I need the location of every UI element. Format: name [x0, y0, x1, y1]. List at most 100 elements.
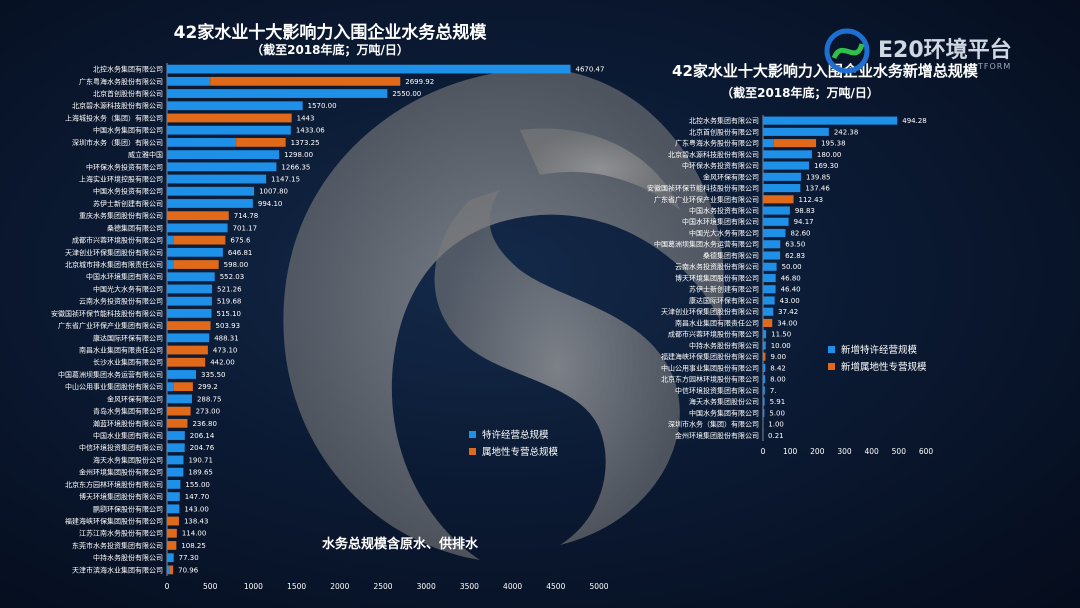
chart2-category-label: 中山公用事业集团股份有限公司	[661, 363, 759, 372]
chart1-bar-concession	[167, 308, 212, 318]
chart1-category-label: 东莞市水务投资集团有限公司	[72, 541, 163, 550]
chart1-legend-entry: 属地性专营总规模	[482, 446, 559, 458]
chart1-legend-entry: 特许经营总规模	[482, 429, 549, 441]
chart2-category-label: 成都市兴蓉环境股份有限公司	[668, 330, 759, 339]
chart1-category-label: 中国水业集团有限公司	[93, 431, 163, 440]
chart1-bar-local	[167, 418, 188, 428]
chart1-x-tick-label: 1500	[287, 582, 306, 591]
chart1-value-label: 2699.92	[405, 78, 434, 86]
chart2-bar-concession	[763, 228, 786, 238]
chart2-bar-concession	[763, 307, 774, 316]
chart2-value-label: 112.43	[799, 196, 824, 204]
chart1-bar-concession	[167, 370, 196, 379]
chart2-category-label: 北京东方园林环境股份有限公司	[661, 375, 759, 384]
chart1-value-label: 515.10	[217, 310, 242, 318]
chart1-bar-local	[236, 137, 286, 147]
chart1-bar-local	[167, 541, 177, 550]
chart1-category-label: 中持水务股份有限公司	[93, 553, 163, 562]
chart2-bar-concession	[763, 251, 781, 260]
chart1-category-label: 瀚蓝环境股份有限公司	[93, 419, 163, 428]
chart2-category-label: 南昌水业集团有限责任公司	[675, 318, 759, 327]
chart2-x-tick-label: 300	[837, 447, 852, 456]
chart1-category-label: 北京首创股份有限公司	[93, 89, 163, 98]
chart1-category-label: 广东粤海水务股份有限公司	[79, 77, 163, 86]
chart2-value-label: 10.00	[771, 342, 791, 350]
chart1-bar-concession	[167, 431, 185, 440]
chart1-category-label: 长沙水业集团有限公司	[93, 358, 163, 367]
chart1-bar-concession	[167, 162, 277, 172]
chart1-bar-local	[173, 235, 226, 245]
chart1-category-label: 青岛水务集团有限公司	[93, 407, 163, 416]
chart2-value-label: 98.83	[795, 207, 815, 215]
chart1-value-label: 646.81	[228, 249, 253, 257]
chart1-category-label: 中国光大水务有限公司	[93, 284, 163, 293]
chart1-value-label: 1570.00	[308, 102, 337, 110]
chart1-bar-concession	[167, 504, 180, 514]
chart2-bar-concession	[763, 363, 766, 372]
chart2-category-label: 苏伊士新创建有限公司	[689, 285, 759, 294]
chart2-category-label: 安徽国祯环保节能科技股份有限公司	[647, 184, 759, 193]
chart1-category-label: 博天环境集团股份有限公司	[79, 492, 163, 501]
chart2-bar-local	[773, 139, 817, 148]
chart2-bar-concession	[763, 285, 776, 294]
chart1-value-label: 2550.00	[392, 90, 421, 98]
chart1-x-tick-label: 500	[203, 582, 218, 591]
chart1-category-label: 北京城市排水集团有限责任公司	[65, 260, 163, 269]
chart1-bar-concession	[167, 247, 223, 257]
chart1-bar-concession	[167, 125, 291, 135]
chart1-category-label: 中环保水务投资有限公司	[86, 162, 163, 171]
chart1-category-label: 安徽国祯环保节能科技股份有限公司	[51, 309, 163, 318]
chart1-value-label: 189.65	[188, 469, 213, 477]
chart2-category-label: 金州环境集团股份有限公司	[675, 431, 759, 440]
chart1-x-tick-label: 2000	[330, 582, 349, 591]
chart2-value-label: 5.91	[770, 398, 786, 406]
chart2-category-label: 海天水务集团股份公司	[689, 397, 759, 406]
chart1-value-label: 473.10	[213, 346, 238, 354]
chart1-value-label: 701.17	[233, 224, 258, 232]
chart2-bar-local	[763, 195, 794, 204]
chart1-bar-concession	[167, 553, 174, 563]
chart2-category-label: 北京碧水源科技股份有限公司	[668, 150, 759, 159]
chart1-value-label: 143.00	[184, 505, 209, 513]
chart1-value-label: 288.75	[197, 395, 222, 403]
chart1-value-label: 206.14	[190, 432, 215, 440]
chart1-subtitle: （截至2018年底；万吨/日）	[251, 43, 409, 57]
chart2-bar-concession	[763, 240, 781, 249]
chart2-legend-swatch	[828, 363, 835, 370]
chart1-bar-local	[169, 565, 174, 575]
chart1-x-tick-label: 4000	[503, 582, 522, 591]
chart2-bar-concession	[763, 375, 766, 384]
chart1-category-label: 北控水务集团有限公司	[93, 65, 163, 74]
chart1-bar-concession	[167, 89, 388, 98]
chart1-x-tick-label: 0	[165, 582, 170, 591]
chart1-value-label: 77.30	[179, 554, 199, 562]
chart2-x-tick-label: 600	[919, 447, 934, 456]
chart1-category-label: 南昌水业集团有限责任公司	[79, 345, 163, 354]
chart2-category-label: 中国葛洲坝集团水务运营有限公司	[654, 240, 759, 249]
chart2-category-label: 博天环境集团股份有限公司	[675, 273, 759, 282]
chart2-bar-local	[763, 318, 773, 328]
chart1-value-label: 714.78	[234, 212, 259, 220]
chart2-value-label: 139.85	[806, 173, 831, 181]
chart2-bar-concession	[763, 431, 764, 440]
chart1-legend-swatch	[469, 431, 476, 438]
chart2-category-label: 福建海峡环保集团股份有限公司	[661, 352, 759, 361]
chart1-value-label: 273.00	[196, 408, 221, 416]
chart2-category-label: 北京首创股份有限公司	[689, 127, 759, 136]
chart1-value-label: 299.2	[198, 383, 218, 391]
chart2-value-label: 11.50	[771, 331, 791, 339]
chart1-bar-local	[167, 516, 179, 526]
chart2-value-label: 62.83	[785, 252, 805, 260]
chart1-value-label: 138.43	[184, 517, 209, 525]
chart2-bar-concession	[763, 330, 767, 339]
chart1-x-tick-label: 1000	[244, 582, 263, 591]
chart1-value-label: 598.00	[224, 261, 249, 269]
chart1-bar-concession	[167, 150, 280, 160]
chart1-x-tick-label: 2500	[373, 582, 392, 591]
chart2-category-label: 广东省广业环保产业集团有限公司	[654, 195, 759, 204]
chart2-x-tick-label: 500	[892, 447, 907, 456]
chart2-x-tick-label: 200	[810, 447, 825, 456]
chart1-value-label: 190.71	[188, 456, 213, 464]
chart1-value-label: 994.10	[258, 200, 283, 208]
